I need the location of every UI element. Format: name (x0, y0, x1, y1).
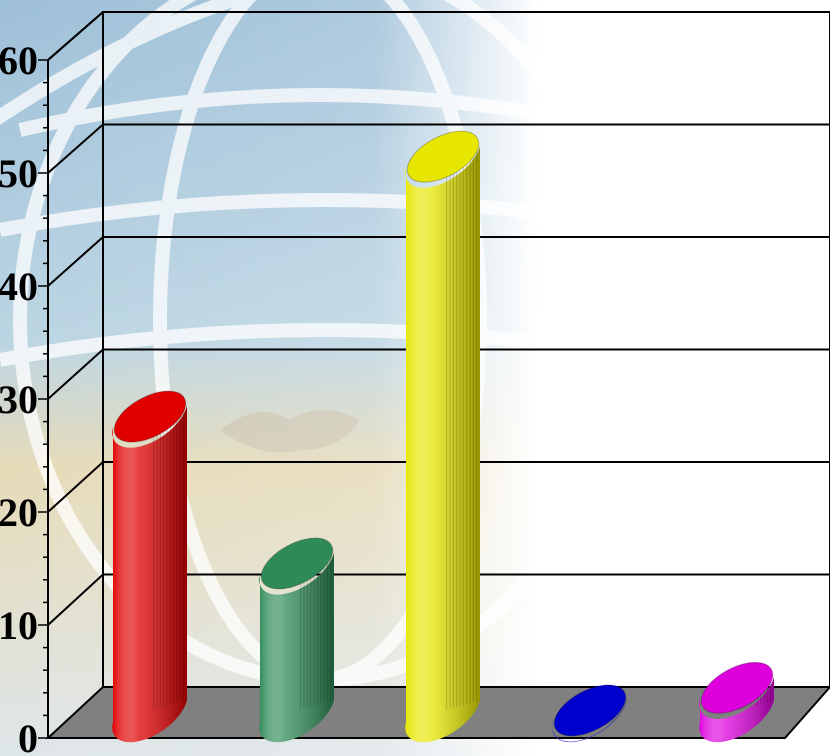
bars (112, 130, 774, 743)
y-tick-label: 20 (0, 490, 38, 535)
bar (259, 537, 334, 743)
side-gridline (47, 348, 104, 400)
bar (405, 130, 480, 743)
bar (699, 661, 774, 743)
y-tick-label: 50 (0, 151, 38, 196)
y-tick-label: 0 (18, 716, 38, 756)
bar-top (113, 390, 187, 443)
grid-and-axes (38, 11, 830, 739)
bar-top (260, 537, 334, 590)
y-axis-tick-labels: 0 10 20 30 40 50 60 (0, 38, 38, 756)
bar-top (553, 684, 627, 737)
side-top-edge (47, 11, 104, 61)
y-tick-label: 40 (0, 264, 38, 309)
bar-shading (699, 676, 774, 743)
bar (552, 684, 627, 743)
side-gridline (47, 461, 104, 513)
side-gridline (47, 123, 104, 174)
side-gridline (47, 236, 104, 287)
side-gridline (47, 573, 104, 626)
y-tick-label: 10 (0, 603, 38, 648)
bar-top (700, 661, 774, 714)
bar-shading (259, 552, 334, 743)
bar (112, 390, 187, 743)
y-tick-label: 60 (0, 38, 38, 83)
bar-top (406, 130, 480, 183)
y-tick-label: 30 (0, 377, 38, 422)
bar-shading (112, 405, 187, 743)
bar-shading (405, 145, 480, 743)
